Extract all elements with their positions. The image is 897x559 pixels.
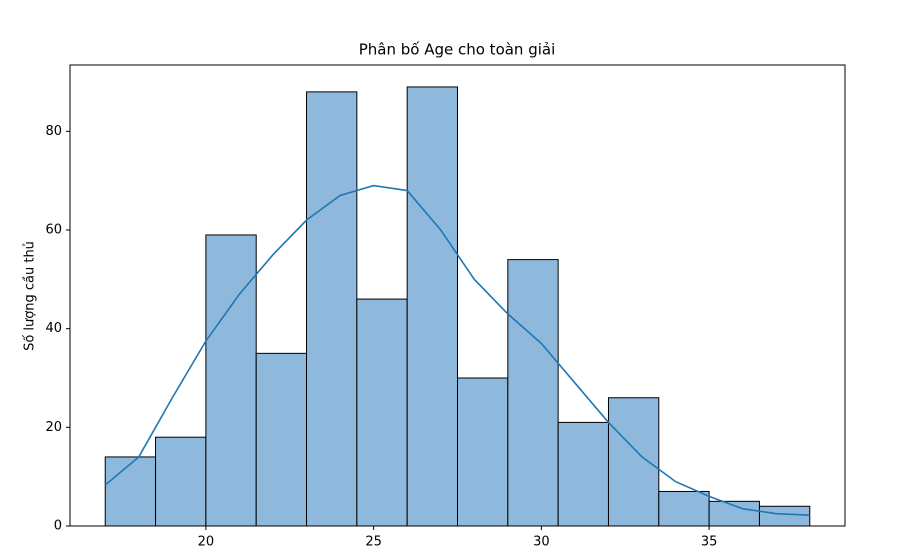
x-tick-label: 35 (701, 535, 718, 550)
x-tick-label: 20 (198, 535, 215, 550)
y-tick-label: 0 (54, 519, 62, 534)
y-axis-label: Số lượng cầu thủ (23, 241, 38, 351)
bar (104, 456, 157, 527)
x-tick-label: 30 (533, 535, 550, 550)
y-tick-label: 20 (45, 420, 62, 435)
bar (205, 234, 257, 527)
bar (758, 505, 811, 527)
bar (658, 490, 710, 527)
plot-frame (69, 64, 846, 527)
y-tick-label: 80 (45, 124, 62, 139)
bar (406, 86, 458, 527)
y-tick-label: 60 (45, 223, 62, 238)
bar (507, 259, 559, 527)
chart-title: Phân bố Age cho toàn giải (359, 41, 556, 59)
bar (306, 91, 358, 527)
kde-line (104, 184, 810, 516)
bar (557, 421, 609, 527)
bar (255, 352, 308, 527)
x-tick-label: 25 (365, 535, 382, 550)
bar (607, 397, 660, 527)
bar (155, 436, 207, 527)
bar (356, 298, 408, 527)
y-tick-label: 40 (45, 321, 62, 336)
bar (457, 377, 509, 527)
